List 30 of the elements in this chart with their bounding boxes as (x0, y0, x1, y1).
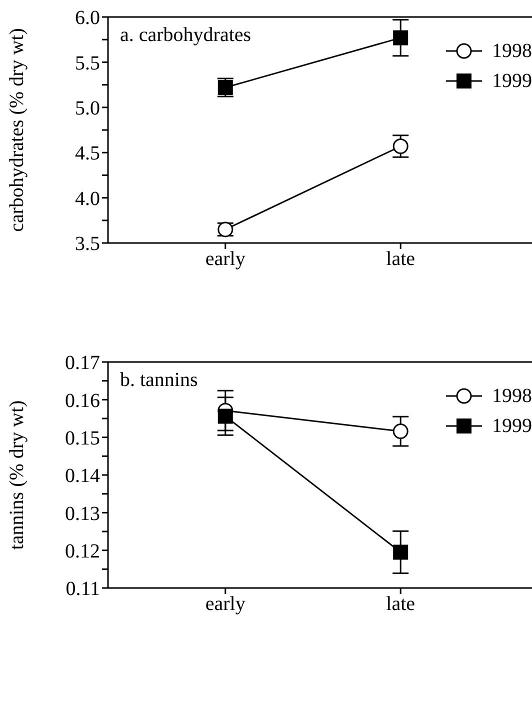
legend-label: 1998 (492, 384, 532, 409)
point (393, 544, 408, 560)
y-axis-title: tannins (% dry wt) (6, 400, 28, 550)
y-tick-label: 0.12 (65, 540, 100, 562)
y-tick-label: 4.5 (75, 142, 100, 165)
y-tick-label: 4.0 (75, 188, 100, 210)
chart-title: a. carbohydrates (120, 24, 252, 47)
x-tick-label: early (205, 248, 246, 270)
y-tick-label: 0.16 (65, 390, 100, 412)
x-tick-label: late (386, 593, 416, 616)
point (392, 424, 408, 440)
y-tick-label: 5.0 (75, 98, 100, 120)
y-tick-label: 0.11 (66, 578, 100, 600)
y-tick-label: 5.5 (75, 52, 100, 74)
y-tick-label: 0.17 (65, 352, 100, 374)
chart-title: b. tannins (120, 369, 198, 392)
legend-label: 1999 (492, 414, 532, 439)
point (218, 408, 233, 424)
x-tick-label: late (386, 248, 416, 270)
y-tick-label: 0.13 (65, 502, 100, 525)
y-tick-label: 6.0 (75, 7, 100, 30)
y-tick-label: 0.14 (65, 465, 100, 488)
y-tick-label: 3.5 (75, 233, 100, 256)
y-axis-title: carbohydrates (% dry wt) (6, 28, 28, 232)
legend-label: 1999 (492, 69, 532, 94)
legend-label: 1998 (492, 39, 532, 64)
point (393, 30, 408, 46)
y-tick-label: 0.15 (65, 427, 100, 450)
point (392, 138, 408, 154)
x-tick-label: early (205, 593, 246, 616)
